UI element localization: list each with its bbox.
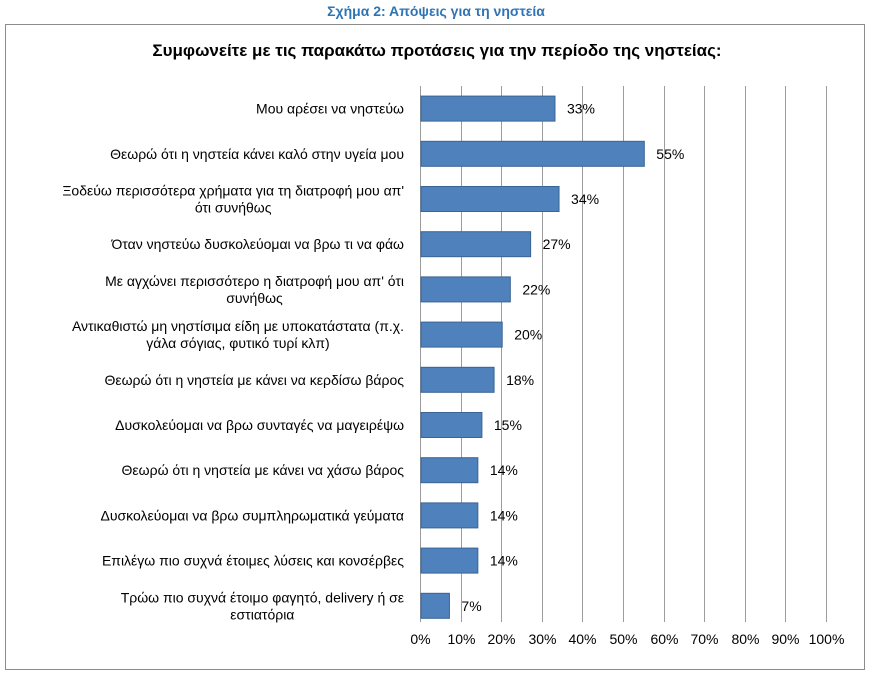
data-label: 15% — [494, 417, 522, 433]
x-tick-label: 80% — [731, 631, 759, 647]
x-tick-label: 20% — [487, 631, 515, 647]
bar — [420, 412, 483, 438]
category-label-line: Όταν νηστεύω δυσκολεύομαι να βρω τι να φ… — [110, 236, 404, 252]
gridlines — [420, 86, 827, 622]
x-tick-label: 50% — [609, 631, 637, 647]
category-label: Επιλέγω πιο συχνά έτοιμες λύσεις και κον… — [102, 553, 404, 569]
category-label-line: Δυσκολεύομαι να βρω συνταγές να μαγειρέψ… — [115, 417, 404, 433]
x-tick-label: 70% — [690, 631, 718, 647]
category-label-line: Αντικαθιστώ μη νηστίσιμα είδη με υποκατά… — [72, 318, 404, 334]
data-label: 7% — [461, 598, 481, 614]
data-label: 20% — [514, 327, 542, 343]
x-tick-label: 10% — [447, 631, 475, 647]
bar — [420, 502, 479, 529]
category-label-line: Θεωρώ ότι η νηστεία με κάνει να κερδίσω … — [105, 372, 405, 388]
data-label: 14% — [490, 507, 518, 523]
category-label-line: Θεωρώ ότι η νηστεία με κάνει να χάσω βάρ… — [122, 462, 405, 478]
category-label: Όταν νηστεύω δυσκολεύομαι να βρω τι να φ… — [110, 236, 404, 252]
bar — [420, 592, 450, 619]
category-labels: Μου αρέσει να νηστεύω Θεωρώ ότι η νηστεία… — [62, 101, 404, 623]
category-label: Αντικαθιστώ μη νηστίσιμα είδη με υποκατά… — [72, 318, 404, 351]
chart-frame: Συμφωνείτε με τις παρακάτω προτάσεις για… — [5, 24, 865, 670]
category-label-line: Ξοδεύω περισσότερα χρήματα για τη διατρο… — [62, 183, 404, 199]
category-label-line: Τρώω πιο συχνά έτοιμο φαγητό, delivery ή… — [121, 589, 404, 605]
category-label: Τρώω πιο συχνά έτοιμο φαγητό, delivery ή… — [121, 589, 404, 622]
bar — [420, 321, 503, 348]
category-label: Ξοδεύω περισσότερα χρήματα για τη διατρο… — [62, 183, 404, 216]
bar — [420, 140, 645, 167]
category-label-line: Με αγχώνει περισσότερο η διατροφή μου απ… — [105, 273, 404, 289]
category-label: Μου αρέσει να νηστεύω — [256, 101, 404, 117]
data-label: 34% — [571, 191, 599, 207]
x-tick-label: 90% — [771, 631, 799, 647]
category-label: Δυσκολεύομαι να βρω συμπληρωματικά γεύμα… — [101, 507, 404, 523]
bars — [420, 95, 645, 619]
category-label-line: συνήθως — [226, 290, 283, 306]
bar — [420, 547, 479, 574]
x-tick-label: 100% — [809, 631, 845, 647]
bar — [420, 231, 532, 258]
data-label: 14% — [490, 462, 518, 478]
data-label: 33% — [567, 101, 595, 117]
data-label: 27% — [543, 236, 571, 252]
category-label-line: Επιλέγω πιο συχνά έτοιμες λύσεις και κον… — [102, 553, 404, 569]
category-label-line: Θεωρώ ότι η νηστεία κάνει καλό στην υγεί… — [110, 146, 404, 162]
data-label: 55% — [656, 146, 684, 162]
bar-chart: Συμφωνείτε με τις παρακάτω προτάσεις για… — [62, 41, 844, 647]
bar — [420, 95, 556, 122]
category-label-line: εστιατόρια — [230, 606, 294, 622]
bar — [420, 457, 479, 484]
x-tick-label: 0% — [410, 631, 430, 647]
bar — [420, 186, 560, 212]
category-label: Θεωρώ ότι η νηστεία κάνει καλό στην υγεί… — [110, 146, 404, 162]
value-labels: 33% 55% 34% 27% 22% 20% 18% 15% 14% 14% 14% 7% — [461, 101, 684, 614]
category-label: Θεωρώ ότι η νηστεία με κάνει να κερδίσω … — [105, 372, 405, 388]
bar — [420, 366, 495, 393]
category-label: Με αγχώνει περισσότερο η διατροφή μου απ… — [105, 273, 404, 306]
data-label: 14% — [490, 553, 518, 569]
category-label-line: Δυσκολεύομαι να βρω συμπληρωματικά γεύμα… — [101, 507, 404, 523]
x-tick-label: 30% — [528, 631, 556, 647]
figure-caption: Σχήμα 2: Απόψεις για τη νηστεία — [327, 3, 545, 19]
category-label-line: Μου αρέσει να νηστεύω — [256, 101, 404, 117]
chart-title: Συμφωνείτε με τις παρακάτω προτάσεις για… — [152, 41, 721, 60]
category-label: Δυσκολεύομαι να βρω συνταγές να μαγειρέψ… — [115, 417, 404, 433]
category-label-line: ότι συνήθως — [195, 200, 272, 216]
x-axis-ticks: 0% 10% 20% 30% 40% 50% 60% 70% 80% 90% 100% — [410, 631, 844, 647]
category-label: Θεωρώ ότι η νηστεία με κάνει να χάσω βάρ… — [122, 462, 405, 478]
category-label-line: γάλα σόγιας, φυτικό τυρί κλπ) — [146, 335, 329, 351]
x-tick-label: 40% — [568, 631, 596, 647]
data-label: 18% — [506, 372, 534, 388]
bar — [420, 276, 511, 303]
x-tick-label: 60% — [650, 631, 678, 647]
data-label: 22% — [522, 281, 550, 297]
